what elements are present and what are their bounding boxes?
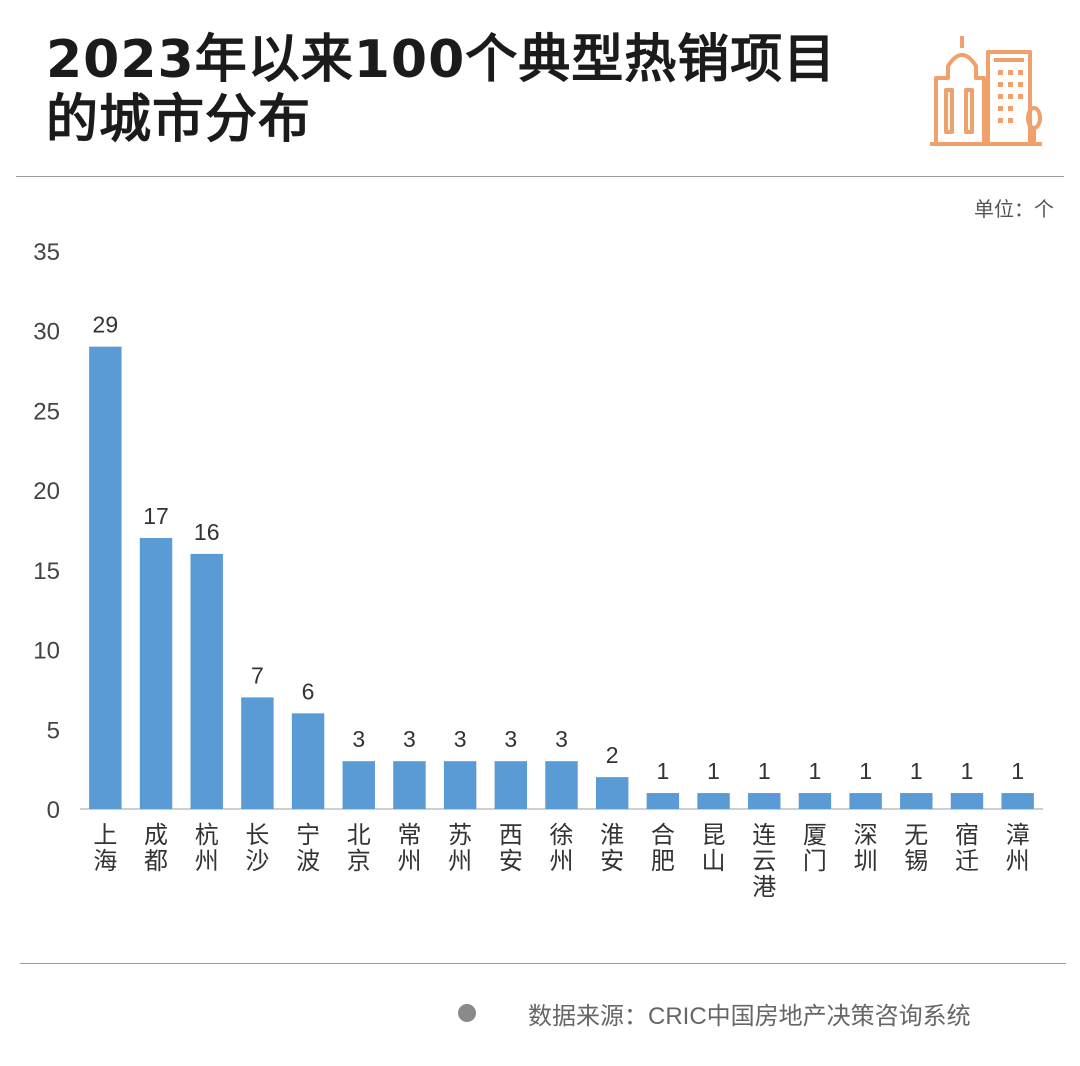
x-tick-label: 合肥 bbox=[651, 821, 675, 875]
x-tick-label: 徐州 bbox=[550, 821, 574, 875]
x-tick-label: 北京 bbox=[347, 821, 371, 875]
data-label: 6 bbox=[302, 678, 315, 704]
data-label: 17 bbox=[143, 503, 169, 529]
data-label: 1 bbox=[961, 758, 974, 784]
bar bbox=[139, 537, 173, 809]
bar bbox=[342, 761, 375, 809]
x-tick-label: 常州 bbox=[397, 821, 421, 875]
bar bbox=[697, 793, 730, 809]
x-tick-label: 长沙 bbox=[245, 821, 269, 875]
source-footer: 数据来源：CRIC中国房地产决策咨询系统 bbox=[0, 990, 1080, 1034]
data-label: 29 bbox=[93, 312, 119, 338]
bar bbox=[545, 761, 578, 809]
x-tick-label: 苏州 bbox=[448, 821, 472, 875]
bar bbox=[291, 713, 325, 809]
bar bbox=[494, 761, 528, 809]
x-tick-label: 无锡 bbox=[904, 821, 928, 875]
bar bbox=[849, 793, 882, 809]
bar bbox=[595, 777, 629, 809]
y-tick-label: 20 bbox=[33, 478, 60, 505]
x-tick-label: 成都 bbox=[144, 821, 168, 875]
data-label: 1 bbox=[707, 758, 720, 784]
header-divider bbox=[16, 176, 1064, 177]
bar bbox=[393, 761, 426, 809]
x-tick-label: 宿迁 bbox=[955, 821, 979, 875]
bar bbox=[748, 793, 781, 809]
source-text: 数据来源：CRIC中国房地产决策咨询系统 bbox=[528, 1003, 971, 1030]
x-tick-label: 上海 bbox=[93, 821, 117, 875]
bar bbox=[443, 761, 477, 809]
x-tick-label: 西安 bbox=[499, 821, 523, 875]
data-label: 3 bbox=[352, 726, 365, 752]
x-tick-label: 连云港 bbox=[752, 821, 776, 901]
x-tick-label: 厦门 bbox=[803, 821, 827, 875]
page-title: 2023年以来100个典型热销项目 的城市分布 bbox=[46, 30, 906, 150]
bar-chart: 0 5 10 15 20 25 30 35 29 上海 17 成都 16 杭州 7 长沙 6 宁波 3 北京 3 常州 3 苏… bbox=[33, 239, 1043, 901]
y-tick-label: 15 bbox=[33, 558, 60, 585]
data-label: 16 bbox=[194, 519, 220, 545]
city-buildings-icon bbox=[930, 36, 1042, 146]
bar bbox=[950, 793, 984, 809]
x-tick-label: 淮安 bbox=[600, 821, 624, 875]
data-label: 1 bbox=[809, 758, 822, 784]
title-line-1: 2023年以来100个典型热销项目 bbox=[46, 30, 837, 90]
y-tick-label: 35 bbox=[33, 239, 60, 266]
bar bbox=[1001, 793, 1034, 809]
y-tick-label: 30 bbox=[33, 319, 60, 346]
y-tick-label: 25 bbox=[33, 398, 60, 425]
bar bbox=[190, 553, 223, 809]
data-label: 3 bbox=[454, 726, 467, 752]
x-tick-label: 漳州 bbox=[1006, 821, 1030, 875]
x-tick-label: 宁波 bbox=[296, 821, 320, 875]
bullet-icon bbox=[458, 1004, 476, 1022]
data-label: 1 bbox=[1011, 758, 1024, 784]
x-tick-label: 昆山 bbox=[702, 821, 726, 875]
data-label: 1 bbox=[859, 758, 872, 784]
unit-label: 单位：个 bbox=[974, 197, 1054, 221]
y-tick-label: 0 bbox=[47, 797, 60, 824]
bar bbox=[900, 793, 933, 809]
data-label: 3 bbox=[504, 726, 517, 752]
y-tick-label: 5 bbox=[47, 717, 60, 744]
x-tick-label: 深圳 bbox=[854, 821, 878, 875]
data-label: 2 bbox=[606, 742, 619, 768]
title-line-2: 的城市分布 bbox=[46, 90, 312, 150]
footer-divider bbox=[20, 963, 1066, 964]
bar bbox=[798, 793, 832, 809]
data-label: 1 bbox=[656, 758, 669, 784]
data-label: 1 bbox=[758, 758, 771, 784]
y-tick-label: 10 bbox=[33, 638, 60, 665]
bar bbox=[89, 346, 122, 809]
x-tick-label: 杭州 bbox=[195, 821, 219, 875]
data-label: 1 bbox=[910, 758, 923, 784]
bar bbox=[241, 697, 274, 809]
data-label: 7 bbox=[251, 662, 264, 688]
data-label: 3 bbox=[555, 726, 568, 752]
data-label: 3 bbox=[403, 726, 416, 752]
bar bbox=[646, 793, 680, 809]
